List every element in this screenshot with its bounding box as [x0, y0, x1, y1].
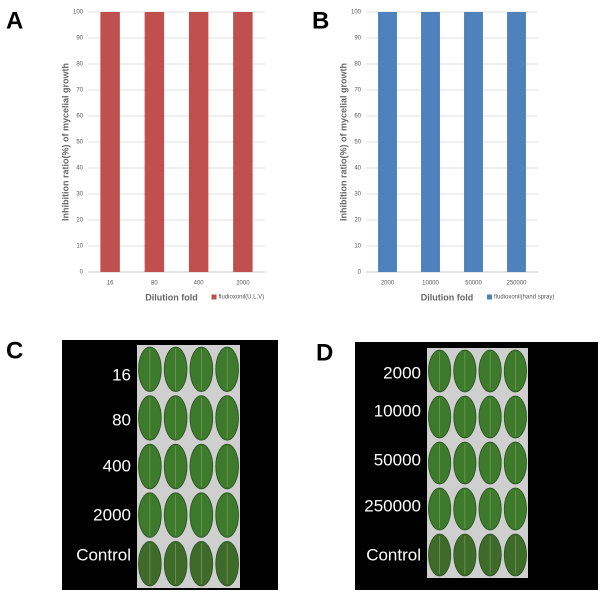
legend-swatch — [487, 294, 492, 300]
y-tick-label: 60 — [76, 114, 83, 120]
x-axis-title: Dilution fold — [145, 292, 197, 302]
photo-label: 16 — [112, 365, 131, 384]
y-tick-label: 10 — [76, 244, 83, 250]
y-axis-title: Inhibition ratio(%) of mycelial growth — [60, 63, 70, 221]
x-axis-title: Dilution fold — [421, 292, 473, 302]
y-tick-label: 40 — [354, 166, 361, 172]
x-tick-label: 2000 — [381, 281, 395, 287]
photo-label: 50000 — [374, 450, 421, 469]
bar — [378, 12, 397, 272]
legend-label: fludioxonil(U.L.V) — [219, 295, 265, 301]
panel-label: D — [316, 339, 333, 366]
x-tick-label: 400 — [194, 281, 205, 287]
y-tick-label: 80 — [76, 62, 83, 68]
photo-label: 2000 — [383, 363, 421, 382]
photo-label: Control — [76, 545, 131, 564]
y-tick-label: 40 — [76, 166, 83, 172]
photo-label: 2000 — [93, 505, 131, 524]
photo-label: Control — [366, 545, 421, 564]
bar — [188, 12, 209, 272]
y-tick-label: 80 — [354, 62, 361, 68]
x-tick-label: 50000 — [465, 281, 482, 287]
photo-label: 80 — [112, 410, 131, 429]
bar — [100, 12, 120, 272]
bar — [233, 12, 253, 272]
bar — [507, 12, 526, 272]
legend-label: fludioxonil(hand spray) — [494, 295, 554, 301]
bar — [421, 12, 440, 272]
legend-swatch — [211, 294, 217, 300]
x-tick-label: 10000 — [422, 281, 439, 287]
photo-label: 10000 — [374, 401, 421, 420]
y-tick-label: 20 — [354, 218, 361, 224]
x-tick-label: 16 — [107, 281, 114, 287]
y-tick-label: 20 — [76, 218, 83, 224]
panel-label: B — [312, 7, 329, 34]
y-tick-label: 100 — [351, 10, 362, 16]
photo-label: 250000 — [364, 496, 421, 515]
y-tick-label: 60 — [354, 114, 361, 120]
y-axis-title: Inhibition ratio(%) of mycelial growth — [338, 63, 348, 221]
y-tick-label: 90 — [354, 36, 361, 42]
y-tick-label: 30 — [354, 192, 361, 198]
photo-label: 400 — [103, 456, 131, 475]
y-tick-label: 10 — [354, 244, 361, 250]
y-tick-label: 0 — [358, 270, 362, 276]
x-tick-label: 2000 — [236, 281, 250, 287]
y-tick-label: 50 — [354, 140, 361, 146]
y-tick-label: 0 — [80, 270, 84, 276]
x-tick-label: 250000 — [506, 281, 527, 287]
bar — [144, 12, 165, 272]
y-tick-label: 50 — [76, 140, 83, 146]
panel-label: A — [6, 7, 23, 34]
bar — [464, 12, 483, 272]
y-tick-label: 90 — [76, 36, 83, 42]
y-tick-label: 70 — [354, 88, 361, 94]
panel-label: C — [6, 337, 23, 364]
y-tick-label: 70 — [76, 88, 83, 94]
x-tick-label: 80 — [151, 281, 158, 287]
y-tick-label: 100 — [73, 10, 84, 16]
y-tick-label: 30 — [76, 192, 83, 198]
